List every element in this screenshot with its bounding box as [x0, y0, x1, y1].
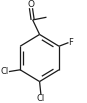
- Text: O: O: [27, 0, 34, 9]
- Text: Cl: Cl: [37, 94, 45, 103]
- Text: F: F: [68, 38, 73, 47]
- Text: Cl: Cl: [1, 67, 9, 76]
